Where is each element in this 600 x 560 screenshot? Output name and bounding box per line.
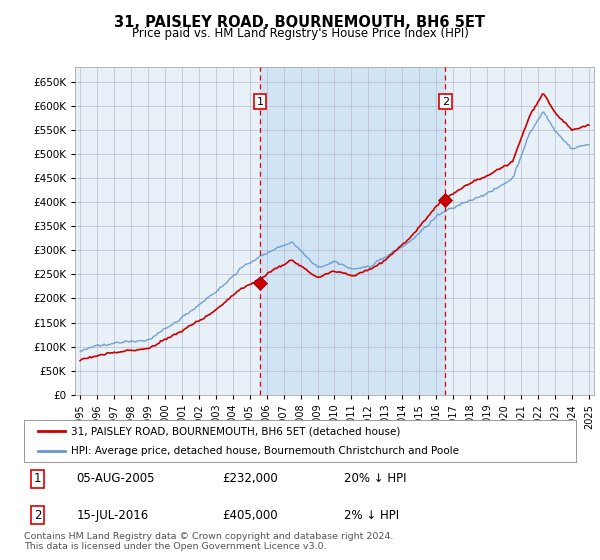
Text: 31, PAISLEY ROAD, BOURNEMOUTH, BH6 5ET: 31, PAISLEY ROAD, BOURNEMOUTH, BH6 5ET xyxy=(115,15,485,30)
Text: HPI: Average price, detached house, Bournemouth Christchurch and Poole: HPI: Average price, detached house, Bour… xyxy=(71,446,459,456)
Text: 05-AUG-2005: 05-AUG-2005 xyxy=(76,473,155,486)
Text: £232,000: £232,000 xyxy=(223,473,278,486)
Text: 15-JUL-2016: 15-JUL-2016 xyxy=(76,508,149,521)
Text: 1: 1 xyxy=(256,96,263,106)
Bar xyxy=(260,67,445,395)
Text: 2% ↓ HPI: 2% ↓ HPI xyxy=(344,508,399,521)
Text: 20% ↓ HPI: 20% ↓ HPI xyxy=(344,473,407,486)
Text: 1: 1 xyxy=(34,473,41,486)
Text: £405,000: £405,000 xyxy=(223,508,278,521)
Text: Contains HM Land Registry data © Crown copyright and database right 2024.
This d: Contains HM Land Registry data © Crown c… xyxy=(24,532,394,552)
Text: 2: 2 xyxy=(34,508,41,521)
Text: Price paid vs. HM Land Registry's House Price Index (HPI): Price paid vs. HM Land Registry's House … xyxy=(131,27,469,40)
Text: 31, PAISLEY ROAD, BOURNEMOUTH, BH6 5ET (detached house): 31, PAISLEY ROAD, BOURNEMOUTH, BH6 5ET (… xyxy=(71,426,400,436)
Text: 2: 2 xyxy=(442,96,449,106)
